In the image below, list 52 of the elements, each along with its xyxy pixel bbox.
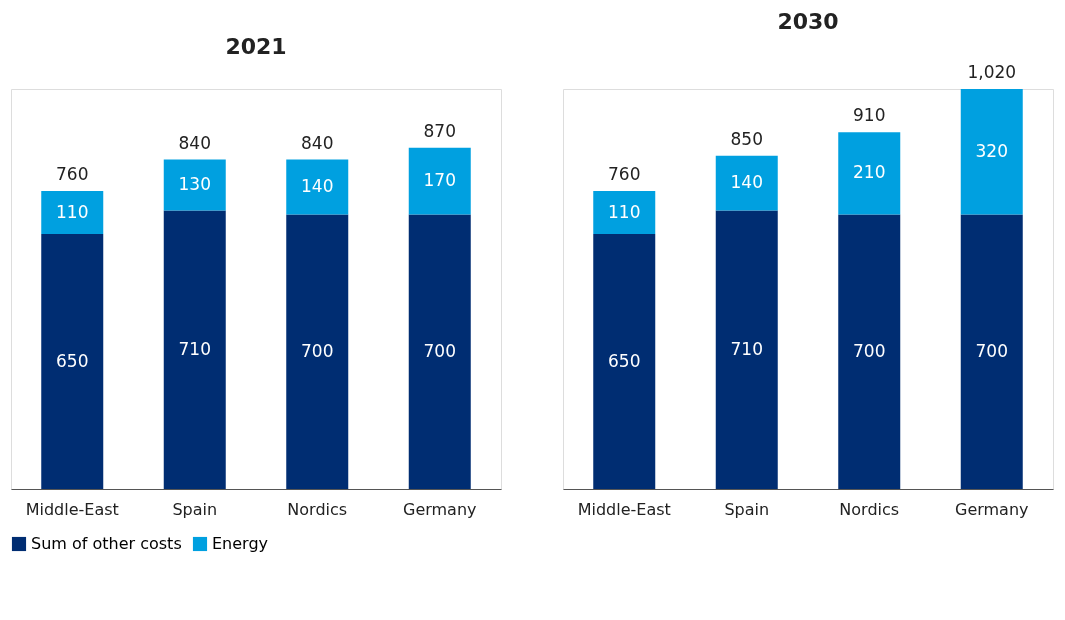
bar xyxy=(960,214,1023,489)
bar xyxy=(715,210,778,489)
total-label: 840 xyxy=(301,132,334,153)
data-label: 210 xyxy=(853,162,886,183)
x-tick-label: Middle-East xyxy=(25,499,119,519)
data-label: 700 xyxy=(301,340,334,361)
x-tick-label: Spain xyxy=(172,499,218,519)
bar xyxy=(408,214,471,489)
total-label: 760 xyxy=(608,163,641,184)
total-label: 1,020 xyxy=(967,62,1017,82)
chart-title: 2021 xyxy=(225,34,287,59)
bar xyxy=(960,89,1023,215)
x-tick-label: Spain xyxy=(724,499,770,519)
bar xyxy=(163,159,226,211)
data-label: 700 xyxy=(423,340,456,361)
bar xyxy=(286,159,349,215)
x-tick-label: Nordics xyxy=(839,499,900,519)
total-label: 870 xyxy=(423,120,456,141)
bar xyxy=(163,210,226,489)
data-label: 700 xyxy=(853,340,886,361)
x-tick-label: Nordics xyxy=(287,499,348,519)
x-tick-label: Middle-East xyxy=(577,499,671,519)
bar xyxy=(41,234,104,489)
data-label: 650 xyxy=(56,350,89,371)
bar xyxy=(715,155,778,211)
chart-title: 2030 xyxy=(777,9,839,34)
data-label: 110 xyxy=(608,201,641,222)
data-label: 650 xyxy=(608,350,641,371)
total-label: 840 xyxy=(178,132,211,153)
total-label: 760 xyxy=(56,163,89,184)
x-tick-label: Germany xyxy=(954,499,1029,519)
data-label: 320 xyxy=(975,140,1008,161)
bar xyxy=(593,190,656,235)
legend-label: Sum of other costs xyxy=(31,534,182,553)
data-label: 140 xyxy=(730,172,763,193)
bar xyxy=(838,214,901,489)
bar xyxy=(286,214,349,489)
data-label: 110 xyxy=(56,201,89,222)
data-label: 710 xyxy=(178,338,211,359)
total-label: 910 xyxy=(853,105,886,126)
bar xyxy=(41,190,104,235)
legend-label: Energy xyxy=(212,534,269,553)
data-label: 170 xyxy=(423,170,456,191)
bar xyxy=(408,147,471,215)
bar xyxy=(838,132,901,215)
total-label: 850 xyxy=(730,128,763,149)
data-label: 700 xyxy=(975,340,1008,361)
x-tick-label: Germany xyxy=(402,499,477,519)
bar xyxy=(593,234,656,489)
data-label: 710 xyxy=(730,338,763,359)
data-label: 140 xyxy=(301,176,334,197)
data-label: 130 xyxy=(178,174,211,195)
